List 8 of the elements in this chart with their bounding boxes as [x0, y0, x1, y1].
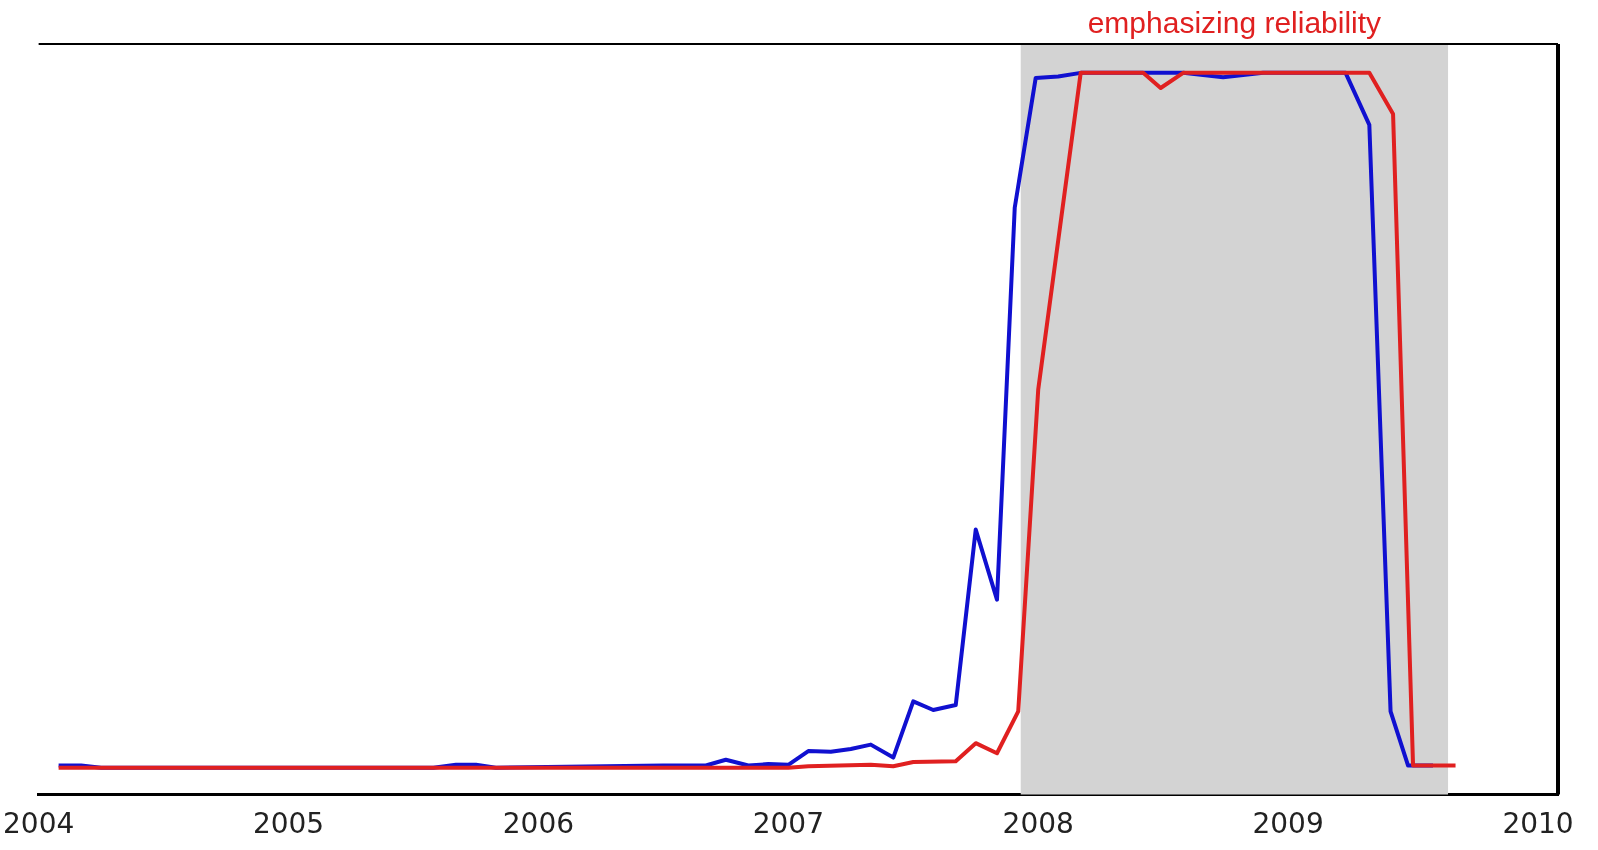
x-tick-label: 2008	[1002, 807, 1074, 841]
x-tick-label: 2006	[502, 807, 575, 841]
x-tick-label: 2007	[752, 807, 824, 841]
x-tick-label: 2010	[1502, 807, 1574, 841]
x-tick-label: 2005	[252, 807, 325, 841]
x-tick-label: 2009	[1252, 807, 1324, 841]
x-tick-label: 2004	[3, 807, 75, 841]
series-label: emphasizing reliability	[1087, 6, 1382, 40]
